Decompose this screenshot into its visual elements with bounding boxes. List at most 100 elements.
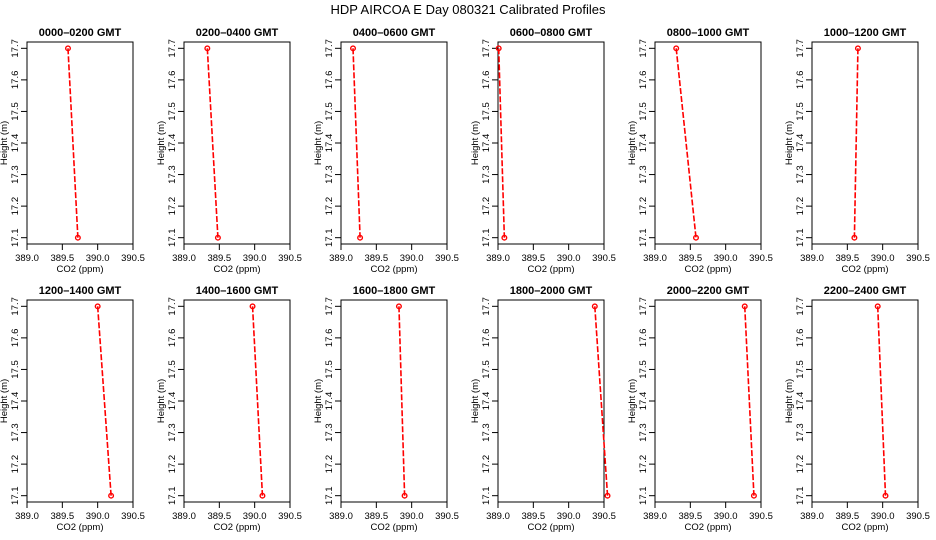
x-tick-label: 389.5: [835, 511, 859, 522]
x-tick-label: 390.5: [121, 253, 145, 264]
y-tick-label: 17.6: [10, 329, 21, 348]
x-tick-label: 389.0: [15, 253, 39, 264]
y-tick-label: 17.6: [10, 71, 21, 90]
panel-title: 1400–1600 GMT: [196, 285, 279, 297]
plot-frame: [26, 41, 134, 245]
main-title: HDP AIRCOA E Day 080321 Calibrated Profi…: [330, 2, 606, 17]
y-tick-label: 17.4: [324, 134, 335, 153]
panel-title: 1800–2000 GMT: [510, 285, 593, 297]
y-tick-label: 17.4: [167, 392, 178, 411]
chart-panel: 0400–0600 GMT 389.0 389.5 390.0 390.5 17.1 17.…: [313, 27, 459, 275]
chart-panel: 0800–1000 GMT 389.0 389.5 390.0 390.5 17.1 17.…: [627, 27, 773, 275]
x-tick-label: 390.5: [278, 511, 302, 522]
panel-title: 1000–1200 GMT: [824, 27, 907, 39]
data-point: [882, 492, 889, 499]
panel-title: 0800–1000 GMT: [667, 27, 750, 39]
x-axis-label: CO2 (ppm): [842, 522, 889, 533]
y-tick-label: 17.1: [10, 228, 21, 247]
plot-frame: [654, 299, 762, 503]
y-tick-label: 17.7: [10, 39, 21, 58]
y-axis-label: Height (m): [470, 121, 481, 165]
y-tick-label: 17.3: [795, 165, 806, 184]
y-tick-label: 17.4: [795, 392, 806, 411]
x-tick-label: 389.5: [521, 253, 545, 264]
panel-title: 2200–2400 GMT: [824, 285, 907, 297]
y-tick-label: 17.1: [638, 228, 649, 247]
y-tick-label: 17.7: [10, 297, 21, 316]
chart-panel: 0600–0800 GMT 389.0 389.5 390.0 390.5 17.1 17.…: [470, 27, 616, 275]
y-tick-label: 17.6: [167, 71, 178, 90]
y-tick-label: 17.2: [324, 197, 335, 216]
panel-title: 1200–1400 GMT: [39, 285, 122, 297]
x-axis-label: CO2 (ppm): [685, 522, 732, 533]
y-tick-label: 17.5: [10, 102, 21, 121]
profile-line: [398, 306, 406, 496]
y-tick-label: 17.2: [638, 455, 649, 474]
data-point: [108, 492, 115, 499]
x-tick-label: 389.5: [678, 253, 702, 264]
x-tick-label: 390.5: [435, 511, 459, 522]
panel-title: 0000–0200 GMT: [39, 27, 122, 39]
panel-title: 0200–0400 GMT: [196, 27, 279, 39]
x-tick-label: 390.5: [906, 253, 930, 264]
x-tick-label: 390.0: [557, 253, 581, 264]
y-tick-label: 17.2: [324, 455, 335, 474]
y-tick-label: 17.1: [795, 228, 806, 247]
y-tick-label: 17.7: [638, 297, 649, 316]
x-tick-label: 390.0: [714, 511, 738, 522]
y-tick-label: 17.5: [481, 360, 492, 379]
y-tick-label: 17.3: [10, 423, 21, 442]
y-tick-label: 17.1: [324, 486, 335, 505]
y-tick-label: 17.1: [638, 486, 649, 505]
y-tick-label: 17.6: [638, 329, 649, 348]
profile-line: [352, 48, 361, 238]
x-tick-label: 389.0: [486, 253, 510, 264]
x-tick-label: 389.0: [15, 511, 39, 522]
y-tick-label: 17.7: [167, 297, 178, 316]
y-tick-label: 17.3: [324, 165, 335, 184]
plot-frame: [340, 41, 448, 245]
y-tick-label: 17.7: [481, 297, 492, 316]
x-tick-label: 389.0: [800, 253, 824, 264]
y-tick-label: 17.4: [10, 134, 21, 153]
y-tick-label: 17.5: [638, 102, 649, 121]
y-tick-label: 17.6: [324, 329, 335, 348]
y-tick-label: 17.4: [795, 134, 806, 153]
y-tick-label: 17.2: [481, 455, 492, 474]
data-point: [64, 45, 71, 52]
y-tick-label: 17.7: [795, 39, 806, 58]
x-tick-label: 389.5: [521, 511, 545, 522]
profile-line: [876, 306, 887, 496]
chart-panel: 2000–2200 GMT 389.0 389.5 390.0 390.5 17.1 17.…: [627, 285, 773, 533]
x-tick-label: 389.0: [329, 253, 353, 264]
data-point: [750, 492, 757, 499]
data-point: [673, 45, 680, 52]
x-axis-label: CO2 (ppm): [57, 264, 104, 275]
data-point: [214, 234, 221, 241]
y-tick-label: 17.2: [795, 455, 806, 474]
x-axis-label: CO2 (ppm): [842, 264, 889, 275]
y-axis-label: Height (m): [627, 121, 638, 165]
y-tick-label: 17.1: [167, 228, 178, 247]
x-axis-label: CO2 (ppm): [528, 522, 575, 533]
data-point: [401, 492, 408, 499]
plot-frame: [811, 41, 919, 245]
chart-panel: 0200–0400 GMT 389.0 389.5 390.0 390.5 17.1 17.…: [156, 27, 302, 275]
data-point: [357, 234, 364, 241]
y-axis-label: Height (m): [627, 379, 638, 423]
x-tick-label: 390.0: [714, 253, 738, 264]
y-tick-label: 17.5: [167, 102, 178, 121]
y-tick-label: 17.3: [10, 165, 21, 184]
x-axis-label: CO2 (ppm): [371, 264, 418, 275]
y-tick-label: 17.6: [795, 329, 806, 348]
y-tick-label: 17.5: [324, 102, 335, 121]
plot-frame: [183, 299, 291, 503]
panel-title: 2000–2200 GMT: [667, 285, 750, 297]
y-tick-label: 17.3: [167, 165, 178, 184]
x-tick-label: 390.0: [557, 511, 581, 522]
x-tick-label: 389.5: [835, 253, 859, 264]
y-tick-label: 17.6: [638, 71, 649, 90]
panel-title: 1600–1800 GMT: [353, 285, 436, 297]
x-tick-label: 390.0: [871, 253, 895, 264]
